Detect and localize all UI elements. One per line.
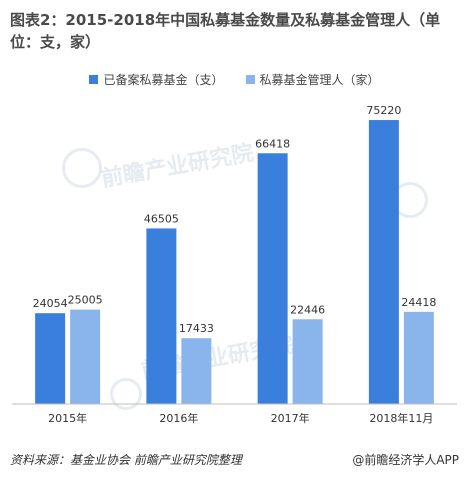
bar (257, 153, 288, 404)
data-label: 24418 (401, 296, 436, 309)
bar (70, 309, 101, 404)
x-tick-label: 2016年 (159, 411, 198, 425)
data-label: 22446 (290, 303, 325, 316)
bar (181, 338, 212, 404)
legend-swatch-series-2 (245, 75, 255, 84)
data-label: 66418 (255, 137, 290, 150)
bar (292, 319, 323, 404)
bar (403, 311, 434, 404)
bar (146, 228, 177, 404)
bar (368, 120, 399, 405)
chart-title: 图表2：2015-2018年中国私募基金数量及私募基金管理人（单位：支，家） (10, 11, 441, 51)
data-label: 17433 (179, 322, 214, 335)
x-tick-label: 2017年 (271, 411, 310, 425)
legend-label-series-1: 已备案私募基金（支） (103, 73, 224, 87)
legend: 已备案私募基金（支） 私募基金管理人（家） (0, 71, 469, 88)
x-tick-label: 2018年11月 (369, 411, 433, 425)
x-tick-label: 2015年 (48, 411, 87, 425)
data-label: 24054 (33, 297, 68, 310)
bar (35, 313, 66, 404)
source-note: 资料来源：基金业协会 前瞻产业研究院整理 (10, 453, 242, 467)
legend-label-series-2: 私募基金管理人（家） (259, 73, 380, 87)
brand-credit: @前瞻经济学人APP (352, 453, 459, 467)
legend-item-series-2: 私募基金管理人（家） (245, 71, 380, 88)
data-label: 46505 (144, 212, 179, 225)
legend-item-series-1: 已备案私募基金（支） (89, 71, 224, 88)
data-label: 75220 (366, 104, 401, 117)
data-label: 25005 (68, 294, 103, 307)
legend-swatch-series-1 (89, 75, 99, 84)
